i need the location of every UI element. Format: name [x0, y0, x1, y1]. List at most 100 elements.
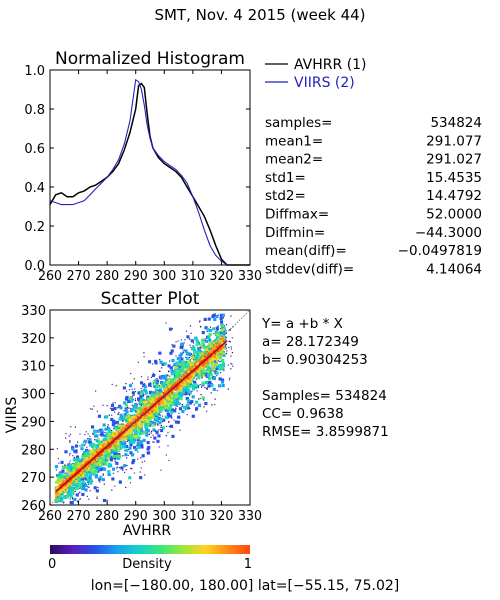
- scatter-point: [180, 342, 185, 346]
- scatter-point: [191, 366, 194, 369]
- scatter-point: [177, 395, 181, 399]
- scatter-point: [62, 495, 66, 499]
- scatter-point: [145, 427, 149, 431]
- scatter-point: [132, 434, 136, 438]
- scatter-point: [150, 430, 153, 432]
- scatter-point: [181, 404, 183, 406]
- scatter-point: [188, 357, 191, 359]
- scatter-point: [177, 384, 180, 387]
- scatter-point: [121, 445, 125, 449]
- scatter-point: [152, 409, 155, 412]
- scatter-point: [220, 366, 224, 370]
- scatter-point: [207, 368, 211, 373]
- scatter-point: [122, 435, 125, 439]
- scatter-point: [59, 480, 62, 484]
- scatter-point: [66, 495, 70, 499]
- scatter-point: [121, 435, 124, 438]
- scatter-point: [56, 448, 58, 450]
- scatter-point: [179, 403, 181, 405]
- scatter-point: [212, 341, 216, 344]
- scatter-point: [112, 447, 115, 450]
- histogram-x-tick-label: 270: [67, 269, 91, 284]
- scatter-point: [133, 394, 135, 396]
- scatter-point: [62, 486, 66, 489]
- scatter-point: [131, 388, 133, 390]
- scatter-point: [201, 331, 205, 335]
- scatter-point: [142, 409, 145, 412]
- scatter-point: [200, 347, 202, 349]
- scatter-point: [112, 402, 114, 404]
- scatter-point: [148, 383, 152, 387]
- histogram-y-tick-label: 1.0: [24, 64, 45, 79]
- scatter-point: [57, 481, 61, 484]
- scatter-point: [95, 434, 99, 438]
- scatter-point: [146, 423, 150, 427]
- scatter-point: [139, 392, 143, 396]
- scatter-x-tick-label: 270: [67, 509, 91, 524]
- scatter-point: [159, 402, 163, 405]
- scatter-point: [105, 415, 109, 419]
- scatter-point: [64, 483, 67, 486]
- scatter-point: [202, 345, 206, 349]
- scatter-point: [144, 389, 148, 393]
- scatter-point: [131, 391, 135, 395]
- scatter-x-tick-label: 320: [209, 509, 233, 524]
- scatter-point: [92, 480, 94, 482]
- scatter-point: [114, 402, 116, 404]
- scatter-point: [77, 479, 81, 483]
- scatter-point: [162, 392, 165, 395]
- scatter-point: [129, 396, 133, 400]
- scatter-point: [165, 392, 167, 395]
- scatter-y-tick-label: 330: [21, 304, 46, 319]
- scatter-point: [193, 350, 197, 354]
- scatter-point: [73, 465, 77, 469]
- scatter-point: [172, 393, 176, 397]
- scatter-point: [111, 419, 115, 423]
- scatter-point: [204, 339, 206, 341]
- scatter-point: [175, 389, 178, 391]
- scatter-point: [206, 387, 208, 389]
- scatter-y-tick-label: 270: [21, 471, 46, 486]
- scatter-point: [200, 394, 202, 396]
- scatter-point: [112, 431, 115, 435]
- scatter-point: [215, 346, 218, 349]
- scatter-point: [151, 394, 155, 399]
- scatter-point: [62, 465, 66, 470]
- scatter-point: [206, 363, 209, 366]
- scatter-point: [115, 461, 119, 465]
- scatter-point: [184, 339, 186, 341]
- scatter-point: [170, 372, 174, 376]
- scatter-point: [140, 381, 144, 385]
- scatter-point: [138, 413, 141, 416]
- scatter-point: [179, 388, 182, 391]
- scatter-point: [204, 326, 208, 330]
- scatter-point: [87, 486, 89, 488]
- scatter-point: [218, 339, 221, 343]
- scatter-point: [126, 457, 128, 459]
- scatter-point: [99, 434, 101, 436]
- scatter-point: [204, 381, 208, 385]
- scatter-point: [78, 459, 82, 463]
- scatter-point: [184, 409, 186, 411]
- scatter-point: [143, 408, 146, 410]
- scatter-point: [133, 413, 137, 417]
- scatter-point: [69, 441, 71, 443]
- scatter-point: [141, 431, 145, 435]
- scatter-point: [171, 394, 174, 398]
- scatter-point: [68, 462, 70, 464]
- scatter-point: [198, 403, 202, 407]
- scatter-point: [108, 414, 110, 416]
- histogram-legend: AVHRR (1) VIIRS (2): [265, 57, 367, 91]
- scatter-point: [123, 464, 127, 468]
- scatter-point: [169, 382, 172, 385]
- scatter-point: [96, 429, 100, 433]
- scatter-point: [203, 361, 206, 364]
- scatter-ticks: 260 270 280 290 300 310 320 330 260 270 280 290 300 3…: [21, 304, 262, 524]
- scatter-point: [179, 345, 183, 349]
- scatter-point: [124, 433, 127, 436]
- scatter-point: [70, 487, 75, 491]
- scatter-point: [132, 459, 136, 463]
- scatter-point: [95, 489, 99, 493]
- scatter-point: [74, 490, 76, 492]
- scatter-point: [105, 454, 109, 458]
